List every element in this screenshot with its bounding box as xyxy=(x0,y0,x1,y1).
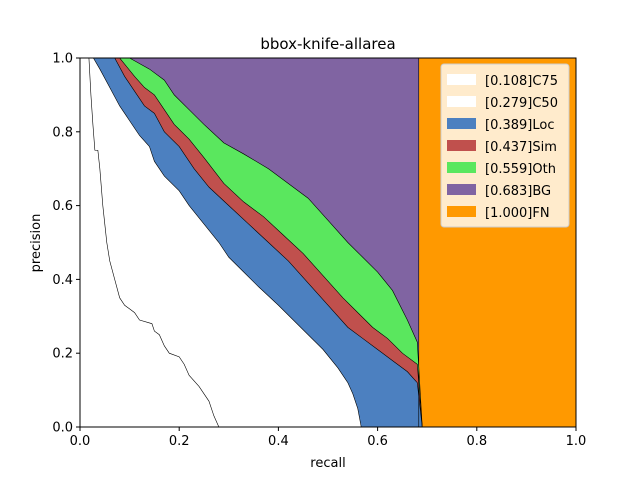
legend: [0.108]C75 [0.279]C50 [0.389]Loc [0.437]Sim… xyxy=(440,63,570,228)
y-tick-label: 0.6 xyxy=(52,199,73,214)
boundary-0-108-c75 xyxy=(88,57,220,428)
y-tick-label: 0.2 xyxy=(52,347,73,362)
y-tick-label: 0.0 xyxy=(52,421,73,436)
legend-swatch xyxy=(447,206,476,217)
x-tick-label: 0.8 xyxy=(466,434,487,449)
legend-swatch xyxy=(447,74,476,85)
legend-swatch xyxy=(447,96,476,107)
area-0-108-c75 xyxy=(80,58,219,427)
y-tick-label: 1.0 xyxy=(52,52,73,67)
boundary-0-279-c50 xyxy=(93,57,362,428)
legend-swatch xyxy=(447,118,476,129)
legend-swatch xyxy=(447,184,476,195)
y-tick-label: 0.4 xyxy=(52,273,73,288)
x-tick-label: 0.2 xyxy=(169,434,190,449)
legend-label: [0.437]Sim xyxy=(485,140,557,155)
boundary-0-559-oth xyxy=(119,57,423,428)
x-axis-label: recall xyxy=(310,456,345,471)
axes: 0.0 0.2 0.4 0.6 0.8 1.0 0.0 0.2 0.4 0.6 0.8 1.0 xyxy=(52,52,586,450)
y-tick-label: 0.8 xyxy=(52,125,73,140)
legend-label: [0.559]Oth xyxy=(485,162,556,177)
chart-title: bbox-knife-allarea xyxy=(260,35,395,53)
legend-label: [0.683]BG xyxy=(485,184,551,199)
boundary-0-389-loc xyxy=(114,57,423,428)
legend-label: [0.279]C50 xyxy=(485,96,558,111)
x-tick-label: 1.0 xyxy=(566,434,587,449)
x-tick-label: 0.0 xyxy=(70,434,91,449)
x-tick-label: 0.4 xyxy=(268,434,289,449)
legend-label: [0.389]Loc xyxy=(485,118,554,133)
legend-swatch xyxy=(447,140,476,151)
legend-swatch xyxy=(447,162,476,173)
x-tick-label: 0.6 xyxy=(367,434,388,449)
boundary-0-437-sim xyxy=(114,57,423,428)
axes-frame xyxy=(79,57,577,428)
legend-label: [1.000]FN xyxy=(485,206,550,221)
legend-label: [0.108]C75 xyxy=(485,74,558,89)
y-axis-label: precision xyxy=(29,214,44,273)
